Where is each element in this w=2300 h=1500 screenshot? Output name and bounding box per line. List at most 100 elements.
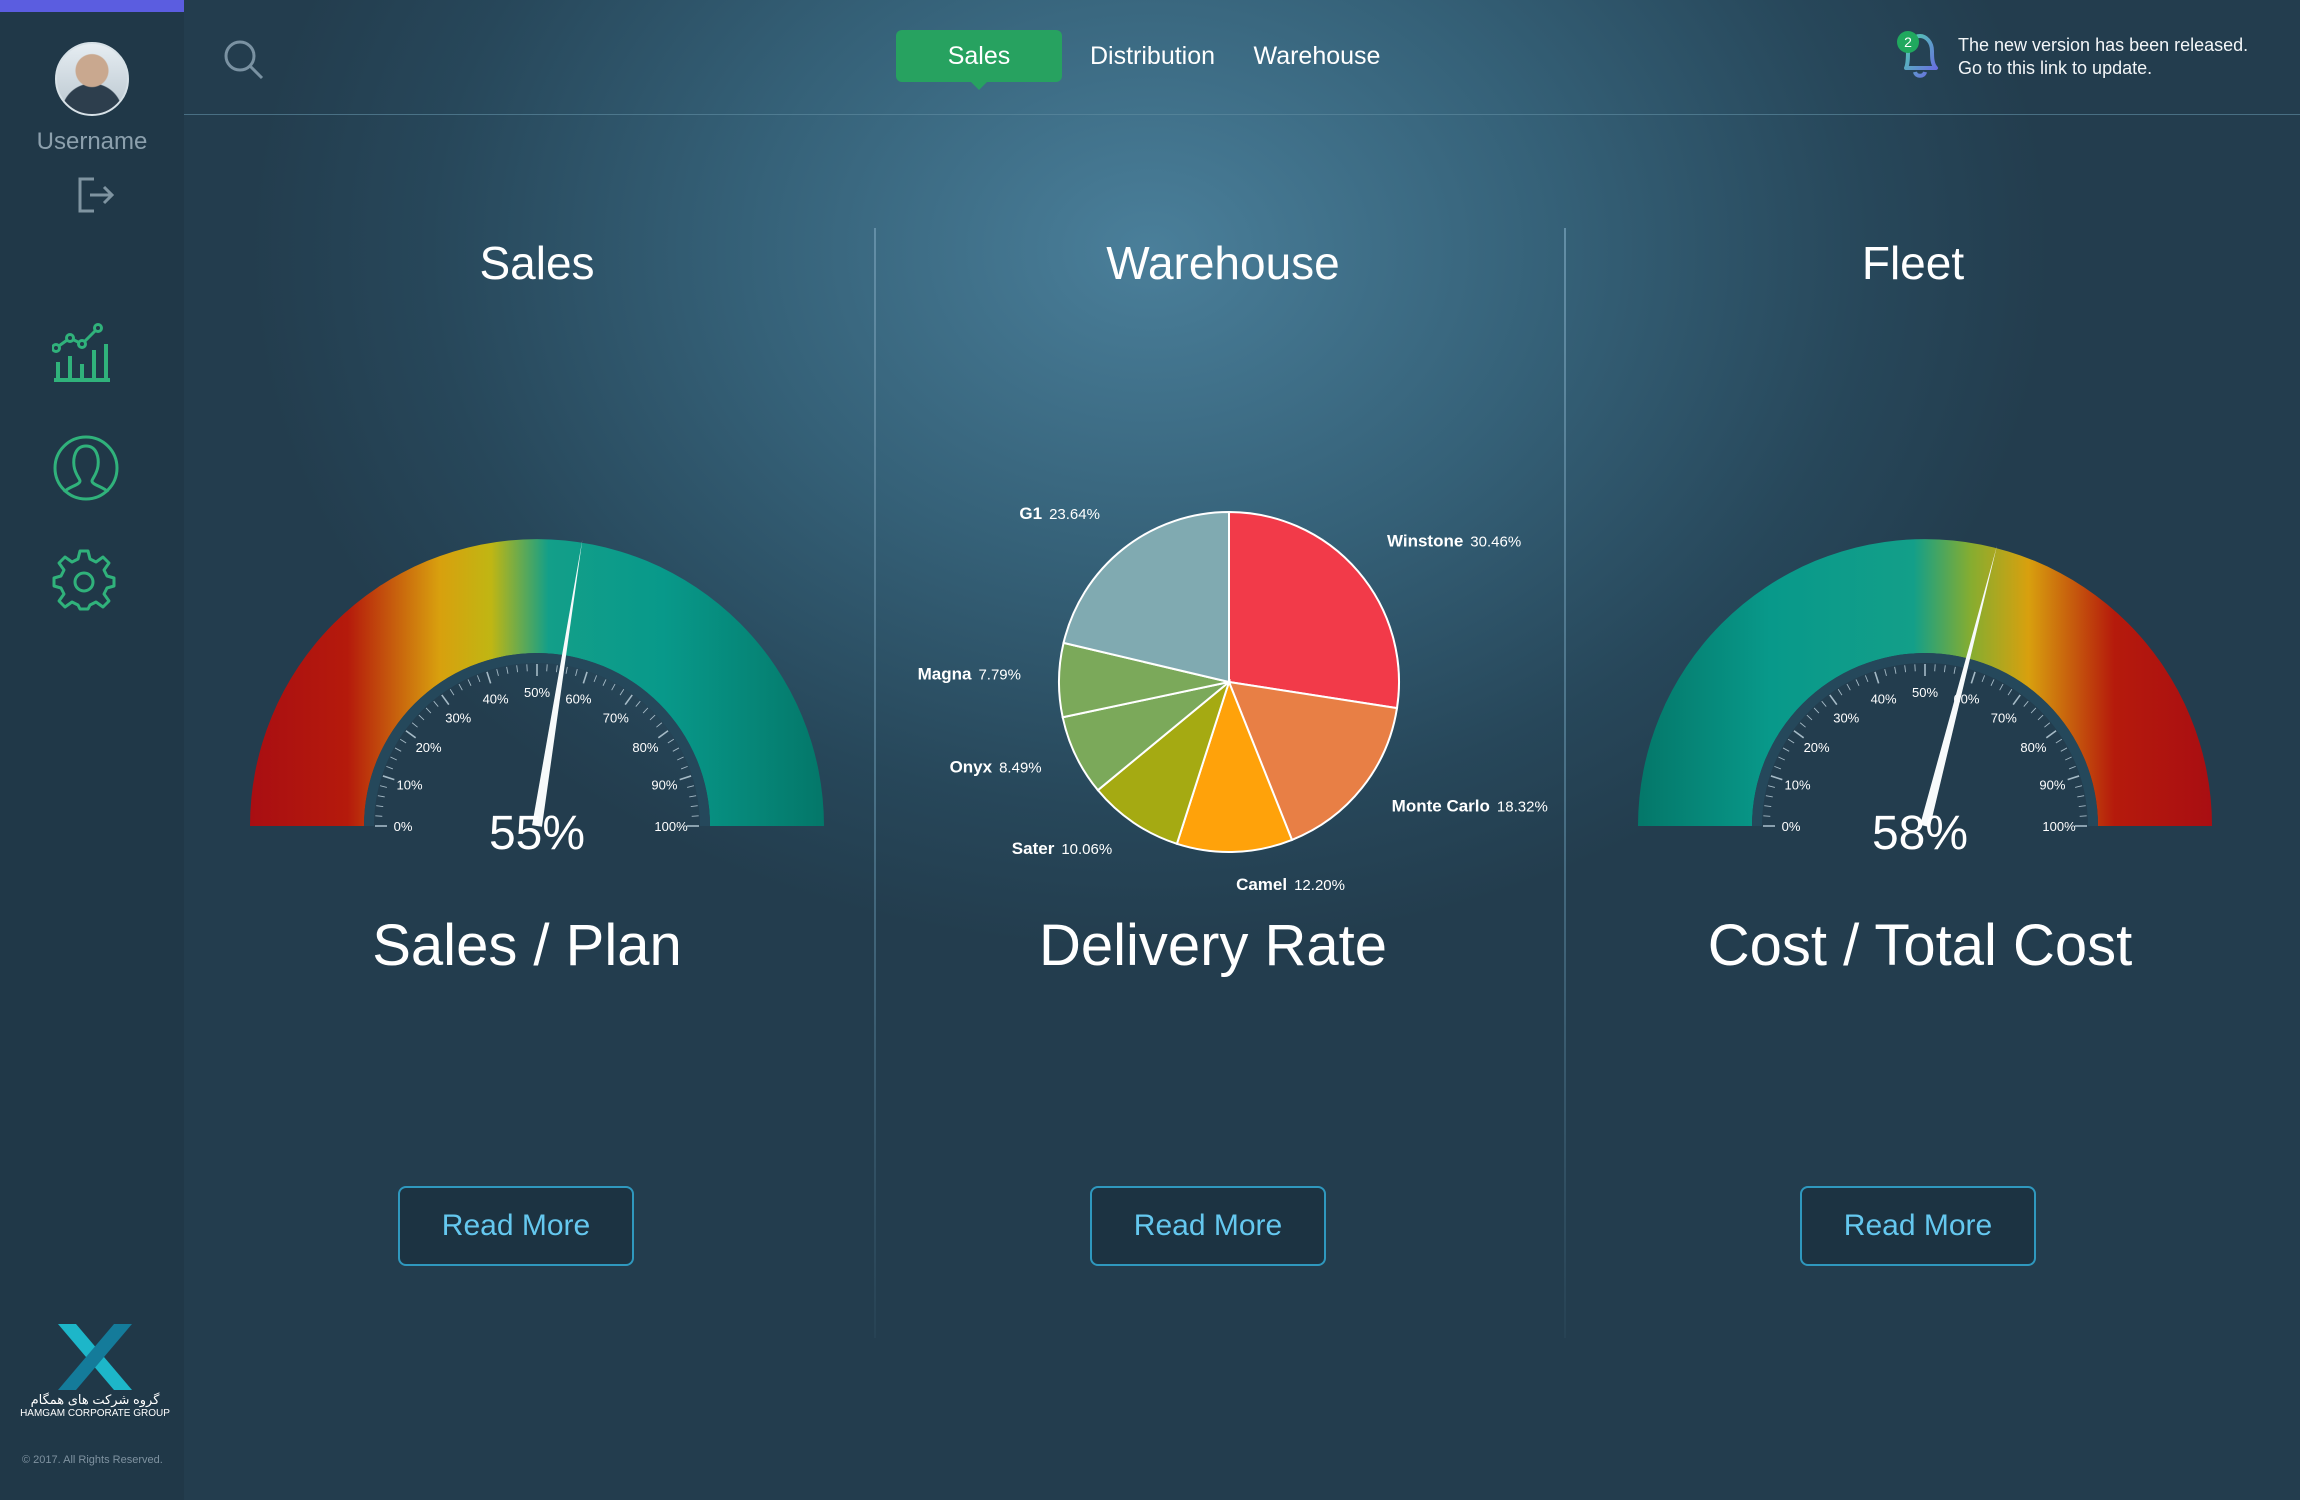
- pie-slice-sater[interactable]: [1096, 679, 1231, 846]
- panel-title-fleet: Fleet: [1861, 237, 1965, 289]
- gauge-tick: [1765, 795, 1773, 798]
- gauge-tick-label: 40%: [483, 692, 509, 707]
- gauge-tick: [1764, 805, 1772, 808]
- gauge-tick: [2023, 700, 2029, 707]
- gauge-tick: [2007, 688, 2013, 696]
- gauge-tick-label: 80%: [632, 740, 658, 755]
- gauge-tick: [689, 795, 697, 798]
- gauge-tick: [1799, 722, 1806, 728]
- gauge-tick: [496, 668, 499, 676]
- avatar[interactable]: [55, 42, 129, 116]
- gauge-tick-label: 90%: [651, 778, 677, 793]
- gauge-tick: [677, 756, 684, 761]
- gauge-tick: [390, 756, 397, 761]
- gauge-tick-label: 40%: [1871, 692, 1897, 707]
- gauge-tick: [602, 679, 607, 686]
- pie-slice-monte-carlo[interactable]: [1227, 680, 1399, 842]
- gauge-tick-label: 10%: [397, 778, 423, 793]
- gauge-tick: [2012, 694, 2021, 706]
- user-profile-icon[interactable]: [52, 434, 120, 502]
- gauge-tick-label: 60%: [565, 692, 591, 707]
- gauge-tick-label: 70%: [603, 711, 629, 726]
- pie-slice-camel[interactable]: [1175, 679, 1294, 853]
- gauge-tick: [1829, 694, 1838, 706]
- gauge-tick: [1943, 665, 1946, 673]
- gauge-tick: [1813, 707, 1820, 714]
- gauge-tick: [1821, 700, 1827, 707]
- gauge-tick: [1990, 679, 1995, 686]
- gauge-tick: [679, 775, 692, 781]
- gauge-tick-label: 30%: [1833, 711, 1859, 726]
- pie-label-winstone: Winstone 30.46%: [1387, 532, 1521, 551]
- metric-cost-total-cost: Cost / Total Cost: [1707, 913, 2133, 978]
- gauge-tick: [458, 683, 463, 691]
- fleet-read-more-button[interactable]: Read More: [1800, 1186, 2036, 1266]
- settings-gear-icon[interactable]: [52, 547, 116, 611]
- logo-persian-text: گروه شرکت های همگام: [30, 1392, 160, 1407]
- tab-warehouse[interactable]: Warehouse: [1253, 42, 1381, 70]
- tab-distribution[interactable]: Distribution: [1090, 42, 1216, 70]
- sidebar-accent-bar: [0, 0, 184, 12]
- gauge-tick: [441, 694, 450, 706]
- gauge-tick-label: 30%: [445, 711, 471, 726]
- gauge-tick: [2060, 747, 2068, 752]
- gauge-tick: [555, 665, 558, 673]
- gauge-tick: [2044, 722, 2051, 728]
- analytics-icon[interactable]: [52, 322, 112, 382]
- gauge-tick: [2037, 714, 2044, 721]
- notification-count-badge: 2: [1897, 31, 1919, 53]
- sales-read-more-button[interactable]: Read More: [398, 1186, 634, 1266]
- gauge-tick: [1874, 671, 1880, 684]
- gauge-tick: [1793, 730, 1805, 739]
- gauge-tick: [379, 785, 387, 788]
- username-label: Username: [36, 128, 148, 155]
- gauge-tick: [656, 722, 663, 728]
- pie-label-sater: Sater 10.06%: [1012, 839, 1112, 858]
- fleet-percent: 58%: [1871, 807, 1969, 860]
- gauge-tick: [2055, 738, 2063, 744]
- gauge-tick: [418, 714, 425, 721]
- gauge-tick: [1953, 666, 1956, 674]
- gauge-tick: [1981, 675, 1986, 683]
- delivery-rate-pie-chart: Winstone 30.46% Monte Carlo 18.32% Camel 12.2…: [918, 504, 1548, 894]
- warehouse-read-more-button[interactable]: Read More: [1090, 1186, 1326, 1266]
- gauge-tick: [1846, 683, 1851, 691]
- pie-label-monte-carlo: Monte Carlo 18.32%: [1392, 797, 1548, 816]
- gauge-tick: [486, 671, 492, 684]
- notification-line-1: The new version has been released.: [1958, 35, 2249, 55]
- notification-message[interactable]: The new version has been released. Go to…: [1958, 34, 2278, 80]
- gauge-tick: [635, 700, 641, 707]
- gauge-tick: [1770, 775, 1783, 781]
- gauge-tick-label: 20%: [1804, 740, 1830, 755]
- gauge-tick: [1837, 688, 1843, 696]
- search-icon[interactable]: [222, 38, 266, 82]
- gauge-tick-label: 90%: [2039, 778, 2065, 793]
- pie-label-camel: Camel 12.20%: [1236, 875, 1345, 894]
- gauge-tick-labels: 0%10%20%30%40% 50% 60%70%80%90%100%: [1782, 685, 2076, 834]
- gauge-tick: [642, 707, 649, 714]
- gauge-tick: [425, 707, 432, 714]
- gauge-tick: [394, 747, 402, 752]
- gauge-tick: [2065, 756, 2072, 761]
- pie-slice-g1[interactable]: [1062, 510, 1230, 684]
- gauge-tick-label: 0%: [1782, 819, 1801, 834]
- pie-slice-winstone[interactable]: [1228, 510, 1400, 710]
- gauge-tick: [2068, 765, 2076, 770]
- notification-bell-icon[interactable]: [1898, 30, 1942, 82]
- gauge-tick-label: 100%: [654, 819, 688, 834]
- pie-label-onyx: Onyx 8.49%: [950, 757, 1042, 776]
- gauge-tick: [690, 805, 698, 808]
- sidebar: Username گروه شرکت های همگام HAMGAM CORP…: [0, 0, 184, 1500]
- pie-label-magna: Magna 7.79%: [918, 665, 1021, 684]
- gauge-tick: [449, 688, 455, 696]
- gauge-tick-labels: 0%10%20%30%40% 50% 60%70%80%90%100%: [394, 685, 688, 834]
- gauge-tick: [433, 700, 439, 707]
- tab-sales[interactable]: Sales: [896, 30, 1062, 90]
- gauge-tick-label: 80%: [2020, 740, 2046, 755]
- gauge-tick: [1855, 679, 1860, 686]
- hamgam-logo: [58, 1324, 132, 1390]
- pie-label-g1: G1 23.64%: [1019, 504, 1100, 523]
- gauge-tick-label: 50%: [1912, 685, 1938, 700]
- logout-icon[interactable]: [76, 175, 116, 215]
- gauge-tick-label: 100%: [2042, 819, 2076, 834]
